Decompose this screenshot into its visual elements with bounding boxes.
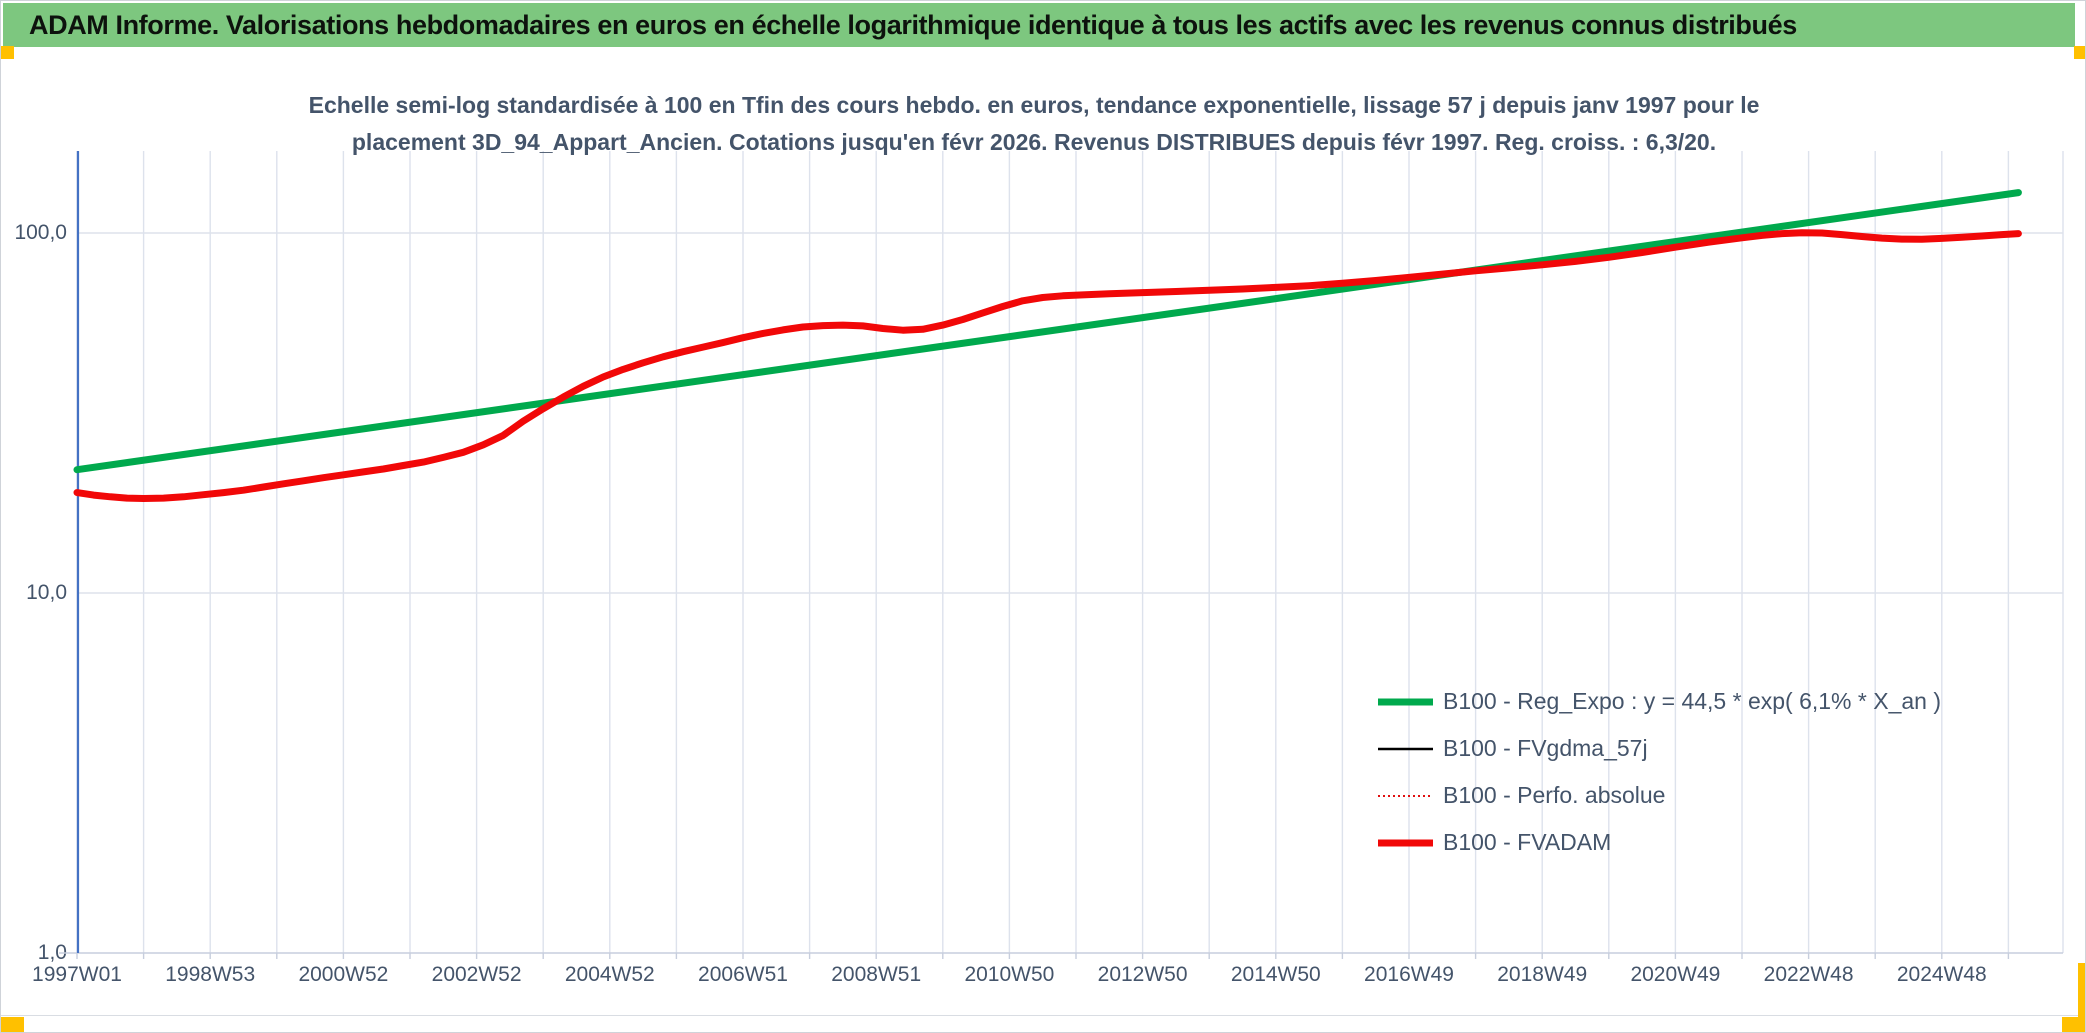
subtitle-line-2: placement 3D_94_Appart_Ancien. Cotations… xyxy=(351,129,1717,155)
y-axis-tick-label: 100,0 xyxy=(14,221,67,244)
x-axis-tick-label: 2024W48 xyxy=(1896,963,1987,986)
x-axis-tick-label: 2002W52 xyxy=(431,963,522,986)
legend-label: B100 - Reg_Expo : y = 44,5 * exp( 6,1% *… xyxy=(1443,688,1941,714)
subtitle-line-1: Echelle semi-log standardisée à 100 en T… xyxy=(308,92,1760,118)
frame-accent-right-strip xyxy=(2078,963,2085,1032)
x-axis-tick-label: 2020W49 xyxy=(1630,963,1721,986)
x-axis-tick-label: 2004W52 xyxy=(564,963,655,986)
legend-line-sample xyxy=(1378,839,1433,846)
series-line-perfo_absolue xyxy=(76,231,2020,500)
legend-label: B100 - FVgdma_57j xyxy=(1443,735,1648,761)
series-line-fvadam xyxy=(73,229,2022,502)
x-axis-tick-label: 2012W50 xyxy=(1097,963,1188,986)
frame-accent-bottom-left xyxy=(1,1017,24,1032)
x-axis-tick-label: 2010W50 xyxy=(964,963,1055,986)
x-axis-tick-label: 2008W51 xyxy=(831,963,922,986)
y-axis-tick-label: 1,0 xyxy=(37,941,67,964)
x-axis-tick-label: 1997W01 xyxy=(32,963,122,986)
legend-label: B100 - Perfo. absolue xyxy=(1443,782,1666,808)
legend: B100 - Reg_Expo : y = 44,5 * exp( 6,1% *… xyxy=(1377,678,1941,866)
frame-accent-bottom-right xyxy=(2062,1017,2084,1032)
legend-line-sample xyxy=(1378,794,1433,797)
x-axis-tick-label: 1998W53 xyxy=(165,963,256,986)
title-bar: ADAM Informe. Valorisations hebdomadaire… xyxy=(3,3,2075,47)
legend-line-sample xyxy=(1378,747,1433,750)
x-axis-tick-label: 2018W49 xyxy=(1497,963,1588,986)
frame-accent-top-right xyxy=(2074,46,2085,59)
x-axis-tick-label: 2016W49 xyxy=(1364,963,1454,986)
x-axis-tick-label: 2022W48 xyxy=(1763,963,1854,986)
x-axis-tick-label: 2014W50 xyxy=(1230,963,1321,986)
legend-label: B100 - FVADAM xyxy=(1443,829,1612,855)
chart-subtitle: Echelle semi-log standardisée à 100 en T… xyxy=(1,87,2067,161)
series-line-fvgdma_57j xyxy=(75,231,2020,500)
frame-accent-top-left xyxy=(1,46,14,59)
x-axis-tick-label: 2006W51 xyxy=(698,963,788,986)
window-title: ADAM Informe. Valorisations hebdomadaire… xyxy=(29,9,1797,40)
y-axis-tick-label: 10,0 xyxy=(26,581,67,604)
x-axis-tick-label: 2000W52 xyxy=(298,963,389,986)
series-line-reg_expo xyxy=(73,189,2022,474)
bottom-divider xyxy=(1,1015,2078,1016)
legend-line-sample xyxy=(1378,698,1433,705)
legend-item-perfo_absolue: B100 - Perfo. absolue xyxy=(1377,772,1941,819)
legend-item-fvgdma_57j: B100 - FVgdma_57j xyxy=(1377,725,1941,772)
legend-item-reg_expo: B100 - Reg_Expo : y = 44,5 * exp( 6,1% *… xyxy=(1377,678,1941,725)
legend-item-fvadam: B100 - FVADAM xyxy=(1377,819,1941,866)
